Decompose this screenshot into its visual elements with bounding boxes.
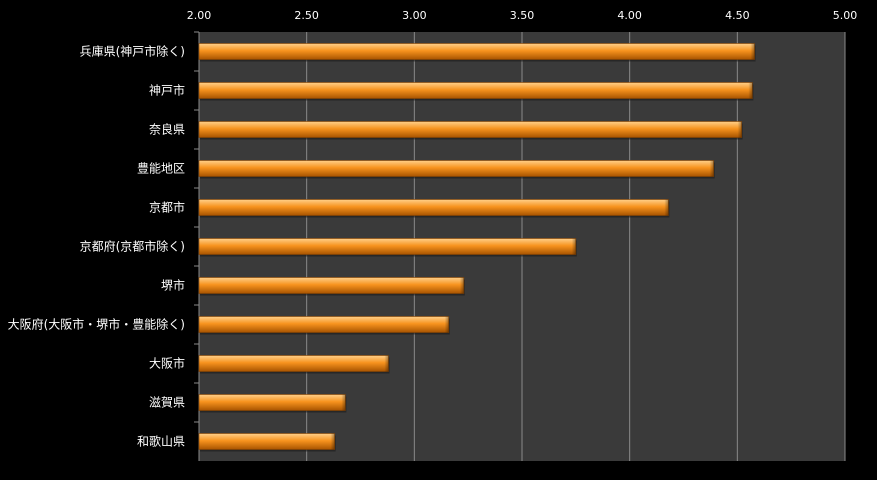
- category-label: 大阪市: [149, 356, 185, 371]
- bar-cap: [748, 82, 753, 99]
- bar-fill: [198, 238, 577, 255]
- bar-cap: [384, 355, 389, 372]
- bar-fill: [198, 160, 714, 177]
- bar: [198, 160, 715, 179]
- bar-cap: [330, 433, 335, 450]
- bar: [198, 394, 347, 413]
- category-label: 大阪府(大阪市・堺市・豊能除く): [8, 317, 185, 332]
- bar: [198, 199, 670, 218]
- category-label: 堺市: [161, 278, 185, 293]
- bar: [198, 433, 336, 452]
- bar: [198, 277, 465, 296]
- bar-fill: [198, 43, 755, 60]
- bar: [198, 82, 754, 101]
- category-label: 豊能地区: [137, 162, 185, 176]
- bar-cap: [737, 121, 742, 138]
- bar: [198, 355, 390, 374]
- bar-fill: [198, 199, 669, 216]
- bar-fill: [198, 316, 450, 333]
- category-label: 滋賀県: [149, 396, 185, 410]
- x-tick-label: 2.50: [294, 9, 319, 22]
- x-tick-label: 3.00: [402, 9, 427, 22]
- x-tick-label: 3.50: [510, 9, 535, 22]
- bars: [198, 43, 756, 452]
- category-label: 奈良県: [149, 122, 185, 137]
- category-label: 神戸市: [149, 83, 185, 98]
- category-label: 京都府(京都市除く): [80, 239, 185, 254]
- bar-cap: [750, 43, 755, 60]
- x-tick-label: 2.00: [187, 9, 212, 22]
- x-axis-tick-labels: 2.00 2.50 3.00 3.50 4.00 4.50 5.00: [187, 9, 858, 22]
- bar-fill: [198, 394, 346, 411]
- bar: [198, 43, 756, 62]
- bar-fill: [198, 355, 389, 372]
- bar-cap: [664, 199, 669, 216]
- bar-fill: [198, 82, 753, 99]
- x-tick-label: 5.00: [833, 9, 858, 22]
- x-tick-label: 4.00: [617, 9, 642, 22]
- bar-cap: [444, 316, 449, 333]
- x-tick-label: 4.50: [725, 9, 750, 22]
- bar: [198, 121, 743, 140]
- category-label: 兵庫県(神戸市除く): [80, 44, 185, 59]
- category-label: 和歌山県: [137, 434, 185, 449]
- bar-fill: [198, 277, 465, 294]
- bar-cap: [571, 238, 576, 255]
- bar: [198, 316, 450, 335]
- bar-fill: [198, 121, 742, 138]
- bar-fill: [198, 433, 335, 450]
- bar-cap: [709, 160, 714, 177]
- bar: [198, 238, 577, 257]
- bar-cap: [459, 277, 464, 294]
- category-label: 京都市: [149, 200, 185, 215]
- bar-cap: [341, 394, 346, 411]
